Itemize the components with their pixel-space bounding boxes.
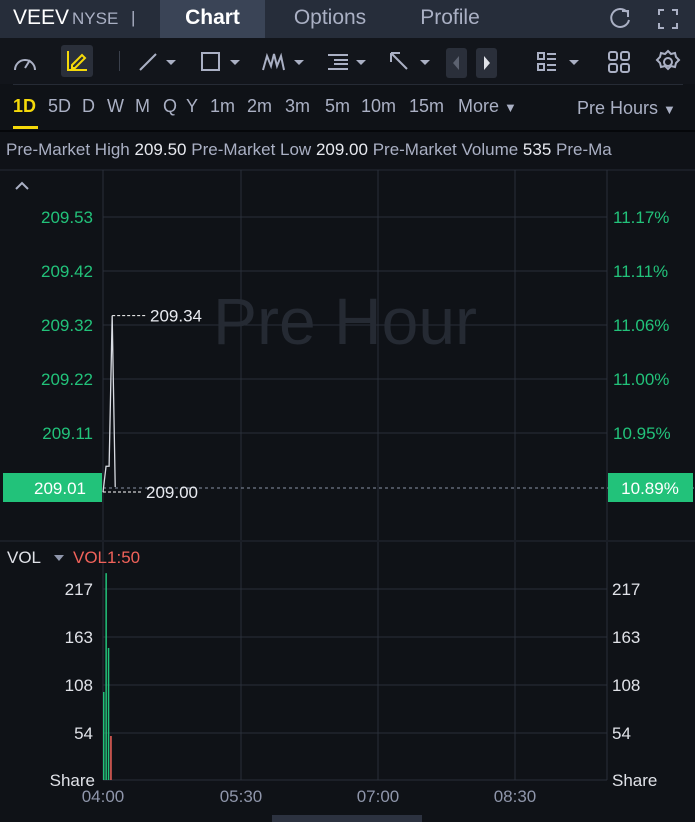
timeframe-2m[interactable]: 2m [247,96,273,116]
volume-tick: 54 [612,724,631,743]
rectangle-tool-icon[interactable] [198,50,244,74]
volume-tick: 54 [74,724,93,743]
more-info: Pre-Ma [556,140,612,159]
price-tick: 209.11 [42,424,93,443]
refresh-icon[interactable] [607,6,633,32]
pencil-button[interactable] [61,45,93,77]
pct-tick: 11.00% [613,370,669,389]
active-timeframe-indicator [13,126,38,129]
symbol: VEEV [13,6,70,29]
price-tick: 209.22 [41,370,93,389]
volume-bar [103,691,105,780]
pencil-icon [67,51,87,71]
last-price: 209.01 [34,479,86,498]
price-tick: 209.42 [41,262,93,281]
exchange: NYSE [72,9,119,28]
gear-icon[interactable] [655,49,681,75]
drawing-toolbar [0,38,695,84]
volume-value: 535 [522,140,552,159]
timeframe-w[interactable]: W [107,96,124,116]
scroll-handle[interactable] [272,815,422,822]
timeframe-q[interactable]: Q [163,96,178,116]
pattern-tool-icon[interactable] [260,50,308,74]
grid-icon[interactable] [607,50,631,74]
last-pct-badge [608,473,693,502]
price-line [102,315,116,493]
timeframe-d[interactable]: D [82,96,95,116]
tab-options[interactable]: Options [293,6,367,29]
low-marker: 209.00 [146,483,198,502]
divider [0,130,695,132]
pct-tick: 11.17% [613,208,669,227]
volume-tick: 217 [65,580,93,599]
divider [13,84,683,85]
next-button[interactable] [476,48,497,78]
pct-tick: 11.11% [613,262,668,281]
fibonacci-tool-icon[interactable] [326,50,370,74]
last-pct: 10.89% [621,479,679,498]
premarket-info: Pre-Market High 209.50 Pre-Market Low 20… [6,140,612,160]
next-icon [484,56,490,70]
top-bar: VEEV NYSE | Chart Options Profile [0,0,695,38]
pct-tick: 11.06% [613,316,669,335]
separator: | [131,8,136,27]
volume-label: Pre-Market Volume [372,140,519,159]
chevron-down-icon [54,555,64,561]
timeframe-1d[interactable]: 1D [13,96,37,116]
high-value: 209.50 [134,140,187,159]
volume-tick: 163 [612,628,640,647]
low-label: Pre-Market Low [191,140,312,159]
volume-tick: 217 [612,580,640,599]
layout-list-icon[interactable] [535,50,583,74]
high-label: Pre-Market High [6,140,130,159]
volume-unit: Share [612,771,657,790]
volume-tick: 108 [65,676,93,695]
time-tick: 08:30 [494,787,537,806]
low-value: 209.00 [315,140,368,159]
chevron-down-icon: ▼ [663,102,676,117]
timeframe-m[interactable]: M [135,96,150,116]
volume-indicator: VOL1:50 [73,548,140,567]
pct-tick: 10.95% [613,424,671,443]
volume-unit: Share [50,771,95,790]
timeframe-5d[interactable]: 5D [48,96,72,116]
session-label: Pre Hours [577,98,659,118]
price-tick: 209.53 [41,208,93,227]
timeframe-y[interactable]: Y [186,96,199,116]
last-price-badge [3,473,102,502]
timeframe-more[interactable]: More ▼ [458,96,517,116]
session-dropdown[interactable]: Pre Hours ▼ [577,98,676,119]
chevron-down-icon: ▼ [504,100,517,115]
gauge-icon[interactable] [10,50,40,74]
prev-button[interactable] [446,48,467,78]
timeframe-1m[interactable]: 1m [210,96,236,116]
volume-label: VOL [7,548,41,567]
high-marker: 209.34 [150,307,202,326]
collapse-icon[interactable] [14,180,30,192]
timeframe-10m[interactable]: 10m [361,96,397,116]
line-tool-icon[interactable] [136,50,182,74]
prev-icon [453,56,459,70]
volume-tick: 163 [65,628,93,647]
time-tick: 04:00 [82,787,125,806]
tab-profile[interactable]: Profile [420,6,480,29]
watermark: Pre Hour [213,284,477,358]
timeframe-3m[interactable]: 3m [285,96,311,116]
volume-bar [105,573,107,780]
arrow-tool-icon[interactable] [388,50,434,74]
fullscreen-icon[interactable] [656,7,680,31]
price-tick: 209.32 [41,316,93,335]
time-tick: 05:30 [220,787,263,806]
timeframe-15m[interactable]: 15m [409,96,445,116]
volume-tick: 108 [612,676,640,695]
tab-chart[interactable]: Chart [160,0,265,38]
timeframe-5m[interactable]: 5m [325,96,351,116]
volume-bar [110,735,112,780]
divider [119,51,120,71]
volume-bar [107,647,110,780]
time-tick: 07:00 [357,787,400,806]
